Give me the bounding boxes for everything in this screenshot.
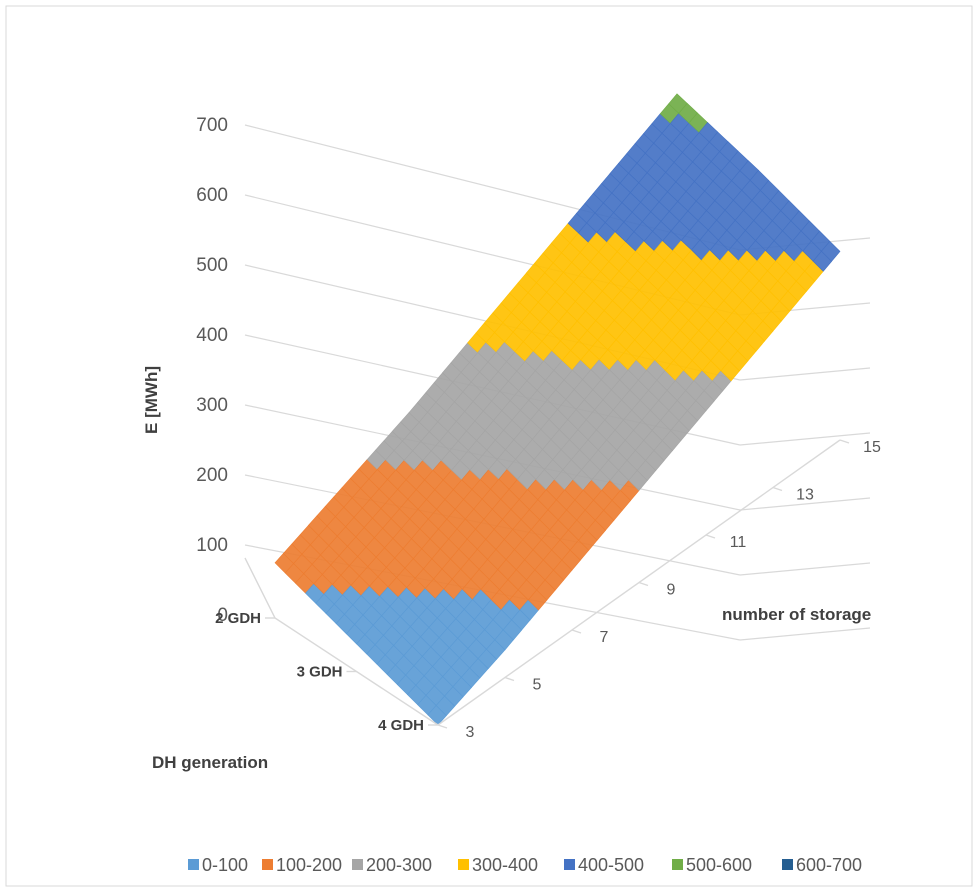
legend-swatch (672, 859, 683, 870)
surface-patch (821, 240, 841, 262)
energy-tick-label: 500 (196, 255, 228, 276)
legend-item: 0-100 (188, 855, 248, 875)
legend-item: 200-300 (352, 855, 432, 875)
storage-tick-label: 9 (667, 582, 676, 599)
energy-tick-label: 700 (196, 115, 228, 136)
storage-tick-label: 13 (796, 487, 814, 504)
legend-swatch (564, 859, 575, 870)
gridline-right (739, 627, 871, 641)
legend-item: 600-700 (782, 855, 862, 875)
legend: 0-100 100-200 200-300 300-400 400-500 500-600… (188, 855, 862, 875)
legend-swatch (188, 859, 199, 870)
energy-tick-label: 300 (196, 395, 228, 416)
legend-item: 400-500 (564, 855, 644, 875)
generation-axis-title: DH generation (152, 753, 268, 772)
storage-tick-label: 15 (863, 439, 881, 456)
legend-item: 300-400 (458, 855, 538, 875)
legend-swatch (352, 859, 363, 870)
legend-item: 100-200 (262, 855, 342, 875)
legend-label: 600-700 (796, 855, 862, 875)
storage-axis-ticks: 3 5 7 9 11 13 15 (437, 439, 881, 741)
storage-tick-mark (839, 439, 850, 444)
storage-tick-label: 5 (533, 677, 542, 694)
energy-tick-label: 600 (196, 185, 228, 206)
gridline-right (739, 497, 871, 511)
legend-label: 0-100 (202, 855, 248, 875)
energy-axis-ticks: 0 100 200 300 400 500 600 700 (196, 115, 228, 626)
energy-tick-label: 100 (196, 535, 228, 556)
energy-tick-label: 200 (196, 465, 228, 486)
legend-label: 400-500 (578, 855, 644, 875)
legend-label: 100-200 (276, 855, 342, 875)
gridline-right (739, 562, 871, 576)
storage-tick-label: 3 (466, 724, 475, 741)
generation-tick-label: 2 GDH (215, 610, 261, 627)
storage-tick-mark (437, 724, 448, 729)
energy-tick-label: 0 (217, 605, 228, 626)
generation-tick-label: 4 GDH (378, 717, 424, 734)
storage-tick-mark (571, 629, 582, 634)
storage-axis-title: number of storage (722, 605, 871, 624)
energy-tick-label: 400 (196, 325, 228, 346)
legend-label: 300-400 (472, 855, 538, 875)
legend-label: 500-600 (686, 855, 752, 875)
storage-tick-label: 7 (600, 629, 609, 646)
storage-tick-mark (504, 676, 515, 682)
legend-swatch (782, 859, 793, 870)
storage-tick-mark (772, 486, 783, 492)
legend-item: 500-600 (672, 855, 752, 875)
storage-tick-mark (705, 534, 716, 539)
generation-axis-ticks: 2 GDH 3 GDH 4 GDH (215, 610, 438, 734)
gridline-right (739, 432, 871, 446)
energy-axis-title: E [MWh] (142, 366, 161, 434)
legend-swatch (458, 859, 469, 870)
storage-tick-label: 11 (730, 534, 747, 551)
surface-plot (274, 93, 841, 726)
legend-label: 200-300 (366, 855, 432, 875)
storage-tick-mark (638, 581, 649, 587)
generation-tick-label: 3 GDH (297, 664, 343, 681)
gridline-right (739, 367, 871, 381)
legend-swatch (262, 859, 273, 870)
